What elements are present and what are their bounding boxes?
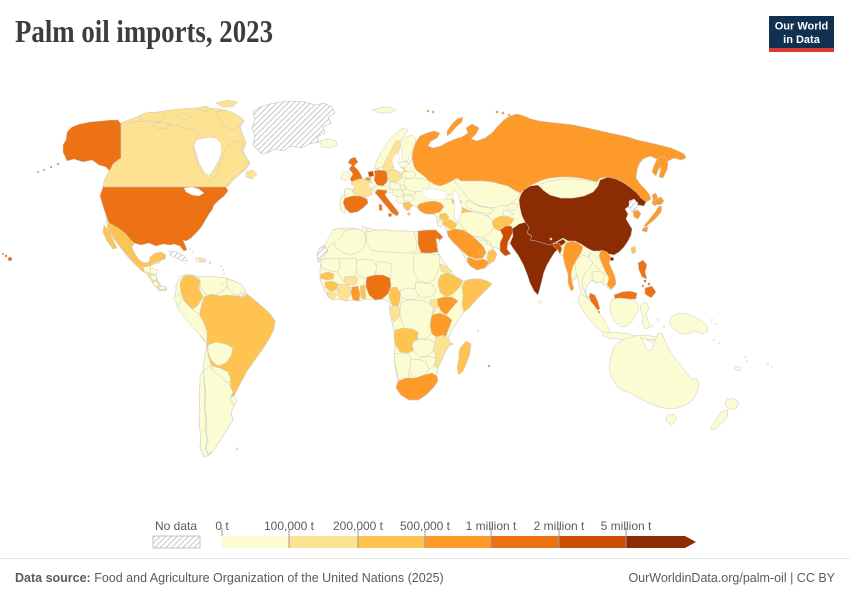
svg-text:in Data: in Data	[783, 34, 821, 46]
svg-text:Palm oil imports, 2023: Palm oil imports, 2023	[15, 13, 273, 49]
svg-text:5 million t: 5 million t	[601, 519, 652, 533]
svg-text:0 t: 0 t	[215, 519, 229, 533]
svg-text:500,000 t: 500,000 t	[400, 519, 451, 533]
svg-text:200,000 t: 200,000 t	[333, 519, 384, 533]
svg-text:2 million t: 2 million t	[534, 519, 585, 533]
svg-text:No data: No data	[155, 519, 197, 533]
svg-text:Data source: Food and Agricult: Data source: Food and Agriculture Organi…	[15, 571, 444, 585]
svg-text:1 million t: 1 million t	[466, 519, 517, 533]
svg-text:OurWorldinData.org/palm-oil |: OurWorldinData.org/palm-oil | CC BY	[628, 571, 835, 585]
svg-text:Our World: Our World	[775, 21, 829, 33]
svg-text:100,000 t: 100,000 t	[264, 519, 315, 533]
